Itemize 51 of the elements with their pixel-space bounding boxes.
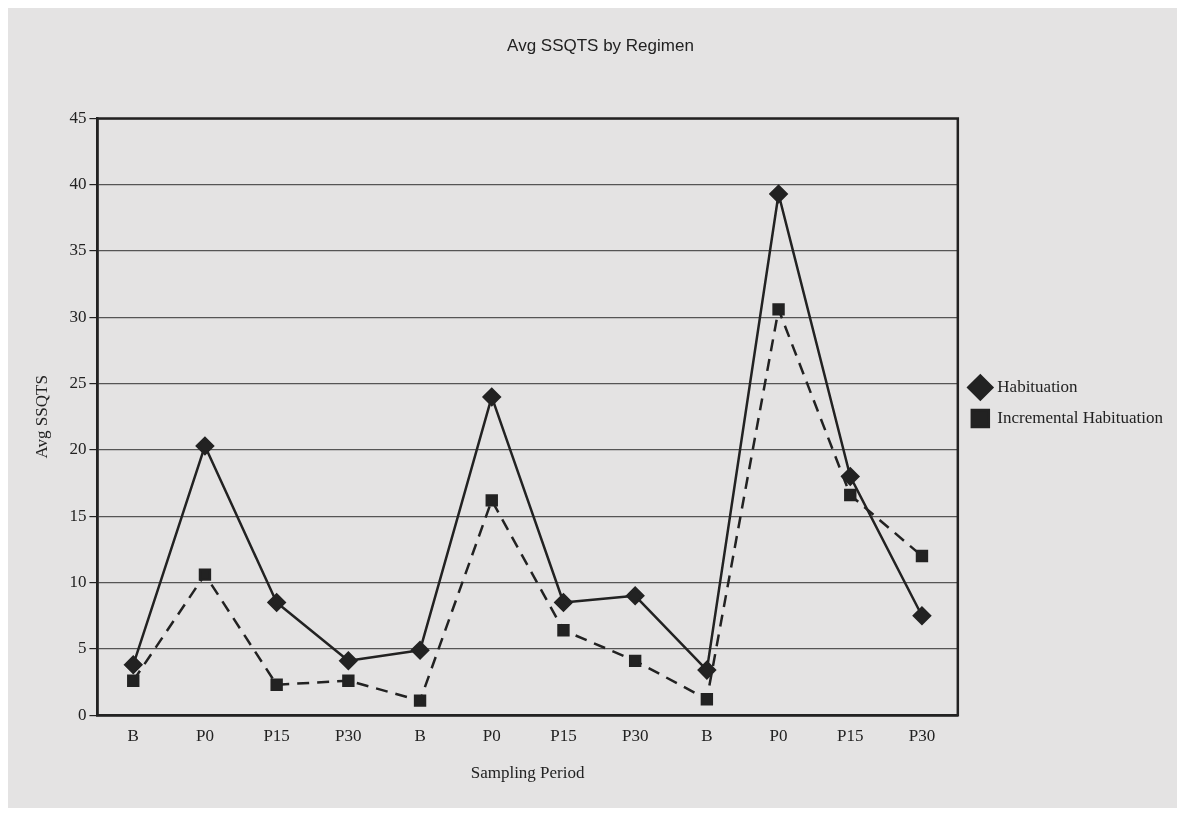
y-tick-label: 30 (69, 306, 87, 326)
point (772, 303, 785, 316)
point (124, 655, 143, 675)
point (127, 674, 140, 687)
x-tick-label: P0 (769, 725, 788, 745)
point (198, 568, 212, 581)
y-axis-title: Avg SSQTS (31, 375, 51, 459)
x-tick-label: P30 (335, 725, 362, 745)
point (267, 593, 286, 612)
point (482, 387, 502, 407)
x-tick-label: P0 (482, 725, 501, 745)
x-axis-title: Sampling Period (470, 763, 586, 783)
point (697, 660, 717, 680)
point (625, 586, 645, 606)
x-tick-label: P30 (621, 725, 649, 745)
point (769, 184, 788, 204)
point (554, 593, 573, 612)
point (557, 624, 570, 637)
y-tick-label: 35 (69, 240, 87, 260)
x-tick-label: P15 (550, 725, 577, 745)
point (700, 693, 714, 706)
x-tick-label: P30 (908, 725, 936, 745)
point (912, 606, 932, 625)
legend-label: Incremental Habituation (997, 407, 1164, 427)
y-tick-label: 5 (77, 638, 87, 658)
x-tick-label: P15 (837, 725, 864, 745)
point (628, 654, 642, 668)
y-tick-label: 25 (69, 373, 87, 393)
point (410, 640, 430, 660)
x-tick-label: B (414, 725, 426, 745)
y-tick-label: 15 (69, 505, 87, 525)
x-tick-label: B (127, 725, 139, 745)
y-tick-label: 20 (69, 439, 87, 459)
x-tick-label: B (701, 725, 713, 745)
point (844, 488, 857, 502)
point (270, 678, 283, 691)
point (342, 674, 355, 687)
x-tick-label: P15 (263, 725, 290, 745)
point (413, 694, 427, 707)
point (485, 494, 498, 507)
y-tick-label: 0 (77, 704, 87, 724)
point (195, 436, 215, 456)
point (915, 549, 929, 563)
y-tick-label: 10 (69, 572, 87, 592)
y-tick-label: 45 (69, 107, 87, 127)
legend-label: Habituation (997, 376, 1079, 396)
point (339, 651, 358, 671)
chart-title: Avg SSQTS by Regimen (507, 35, 694, 55)
y-tick-label: 40 (69, 174, 87, 194)
point (841, 467, 860, 486)
x-tick-label: P0 (195, 725, 214, 745)
